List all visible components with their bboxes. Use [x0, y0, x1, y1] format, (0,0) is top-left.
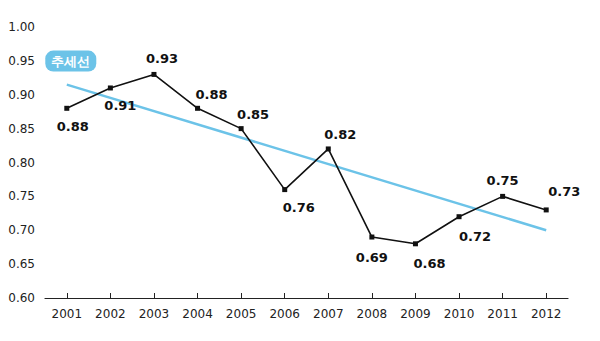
- svg-text:0.68: 0.68: [413, 256, 445, 271]
- svg-text:0.82: 0.82: [324, 127, 356, 142]
- svg-text:0.95: 0.95: [8, 54, 35, 68]
- svg-text:0.88: 0.88: [196, 87, 228, 102]
- svg-text:0.69: 0.69: [356, 250, 388, 265]
- svg-text:0.88: 0.88: [57, 119, 89, 134]
- svg-text:0.85: 0.85: [237, 107, 269, 122]
- svg-text:0.65: 0.65: [8, 257, 35, 271]
- svg-text:0.70: 0.70: [8, 223, 35, 237]
- svg-text:1.00: 1.00: [8, 20, 35, 34]
- svg-text:2002: 2002: [95, 307, 126, 321]
- svg-text:2007: 2007: [313, 307, 344, 321]
- svg-text:추세선: 추세선: [51, 54, 90, 69]
- svg-text:0.85: 0.85: [8, 122, 35, 136]
- svg-text:0.90: 0.90: [8, 88, 35, 102]
- svg-text:2005: 2005: [226, 307, 257, 321]
- svg-text:2003: 2003: [139, 307, 170, 321]
- svg-text:0.73: 0.73: [548, 184, 580, 199]
- svg-text:2004: 2004: [182, 307, 213, 321]
- svg-text:2001: 2001: [52, 307, 83, 321]
- svg-text:2008: 2008: [357, 307, 388, 321]
- svg-text:0.60: 0.60: [8, 291, 35, 305]
- svg-text:2006: 2006: [269, 307, 300, 321]
- svg-text:0.93: 0.93: [146, 51, 178, 66]
- svg-text:2009: 2009: [400, 307, 431, 321]
- svg-text:0.80: 0.80: [8, 156, 35, 170]
- svg-text:0.75: 0.75: [487, 173, 519, 188]
- svg-text:2012: 2012: [531, 307, 562, 321]
- svg-text:0.76: 0.76: [283, 200, 315, 215]
- svg-text:0.75: 0.75: [8, 189, 35, 203]
- svg-text:0.91: 0.91: [104, 98, 136, 113]
- svg-text:0.72: 0.72: [459, 229, 491, 244]
- svg-text:2011: 2011: [487, 307, 518, 321]
- svg-text:2010: 2010: [444, 307, 475, 321]
